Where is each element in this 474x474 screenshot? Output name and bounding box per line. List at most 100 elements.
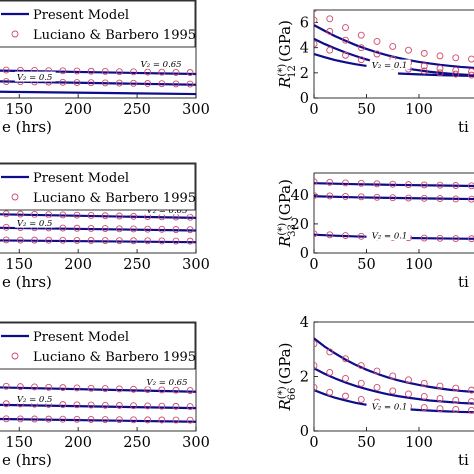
experimental-data-point: [172, 237, 180, 245]
model-line-series: [314, 389, 367, 406]
experimental-data-point: [31, 415, 38, 423]
experimental-data-point: [144, 402, 152, 410]
experimental-data-point: [405, 376, 412, 384]
model-line-series: [0, 403, 196, 410]
experimental-data-point: [158, 416, 166, 424]
experimental-data-point: [87, 79, 95, 87]
y-tick-label: 4: [300, 41, 309, 57]
model-line-series: [0, 69, 196, 76]
experimental-data-point: [452, 66, 460, 74]
experimental-data-point: [468, 398, 474, 406]
experimental-data-point: [172, 68, 180, 76]
experimental-data-point: [342, 355, 349, 363]
experimental-data-point: [186, 80, 194, 88]
experimental-data-point: [389, 387, 397, 395]
experimental-data-point: [420, 181, 428, 189]
experimental-data-point: [2, 223, 10, 231]
y-tick-label: 0: [300, 91, 309, 107]
experimental-data-point: [420, 67, 428, 75]
panel-right-top: 0 50 100 0 2 4 6 ti R(*)12(GPa) V₂ = 0.1: [276, 9, 474, 136]
experimental-data-point: [468, 235, 474, 243]
experimental-data-point: [73, 67, 81, 75]
experimental-data-point: [87, 384, 95, 392]
x-axis-label: e (hrs): [2, 273, 52, 291]
experimental-data-point: [436, 195, 444, 203]
curve-label-bg: [138, 58, 185, 69]
experimental-data-point: [452, 195, 460, 203]
legend-marker-swatch: [11, 352, 19, 360]
curve-label-bg: [14, 217, 56, 228]
experimental-data-point: [420, 49, 428, 57]
curve-label-bg: [369, 230, 411, 240]
experimental-data-point: [16, 210, 24, 218]
experimental-data-point: [326, 192, 334, 200]
legend-entry-present-model: Present Model: [33, 171, 129, 186]
experimental-data-point: [452, 235, 460, 243]
legend-entry-luciano-barbero: Luciano & Barbero 1995: [33, 191, 196, 206]
experimental-data-point: [436, 234, 444, 242]
experimental-data-point: [420, 392, 428, 400]
experimental-data-point: [172, 386, 180, 394]
curve-label-bg: [369, 400, 411, 411]
experimental-data-point: [436, 52, 444, 60]
legend-box: [0, 322, 196, 370]
model-line-series: [397, 236, 474, 240]
model-line-series: [314, 52, 367, 68]
plot-frame: [0, 162, 197, 254]
experimental-data-point: [59, 415, 67, 423]
model-line-series: [0, 213, 196, 219]
experimental-data-point: [326, 46, 334, 54]
experimental-data-point: [144, 237, 152, 245]
experimental-data-point: [2, 210, 10, 218]
x-tick-label: 300: [182, 435, 210, 451]
experimental-data-point: [73, 401, 81, 409]
experimental-data-point: [373, 50, 381, 58]
curve-label: V₂ = 0.65: [147, 206, 188, 216]
experimental-data-point: [373, 383, 381, 391]
experimental-data-point: [115, 79, 123, 87]
model-line-series: [0, 239, 196, 244]
legend-entry-luciano-barbero: Luciano & Barbero 1995: [33, 28, 196, 43]
model-line-series: [314, 337, 474, 394]
y-tick-label: 4: [300, 315, 309, 331]
experimental-data-point: [130, 212, 137, 220]
experimental-data-point: [186, 237, 194, 245]
experimental-data-point: [452, 396, 460, 404]
experimental-data-point: [73, 224, 81, 232]
x-tick-label: 50: [357, 102, 375, 118]
model-line-series: [0, 417, 196, 423]
x-tick-label: 200: [64, 435, 92, 451]
experimental-data-point: [144, 68, 152, 76]
experimental-data-point: [436, 181, 444, 189]
experimental-data-point: [405, 46, 412, 54]
plot-frame: [313, 9, 474, 99]
experimental-data-point: [130, 416, 137, 424]
plot-data: [314, 337, 474, 414]
legend-box: [0, 0, 196, 48]
y-tick-label: 2: [300, 370, 309, 386]
plot-frame: [313, 172, 474, 254]
model-line-series: [397, 72, 474, 77]
experimental-data-point: [130, 237, 137, 245]
experimental-data-point: [420, 194, 428, 202]
curve-label: V₂ = 0.65: [147, 378, 188, 388]
experimental-data-point: [172, 226, 180, 233]
x-tick-label: 250: [123, 435, 151, 451]
y-tick-label: 6: [300, 16, 309, 32]
experimental-data-point: [115, 416, 123, 424]
experimental-data-point: [144, 80, 152, 87]
experimental-data-point: [314, 340, 318, 348]
experimental-data-point: [87, 224, 95, 232]
experimental-data-point: [186, 226, 194, 234]
experimental-data-point: [87, 67, 95, 75]
experimental-data-point: [405, 390, 412, 398]
experimental-data-point: [59, 78, 67, 86]
experimental-data-point: [130, 402, 137, 410]
experimental-data-point: [186, 403, 194, 411]
model-line-series: [0, 80, 196, 86]
experimental-data-point: [115, 68, 123, 76]
plot-frame: [0, 321, 197, 432]
experimental-data-point: [468, 386, 474, 394]
experimental-data-point: [101, 225, 109, 233]
experimental-data-point: [389, 43, 397, 50]
